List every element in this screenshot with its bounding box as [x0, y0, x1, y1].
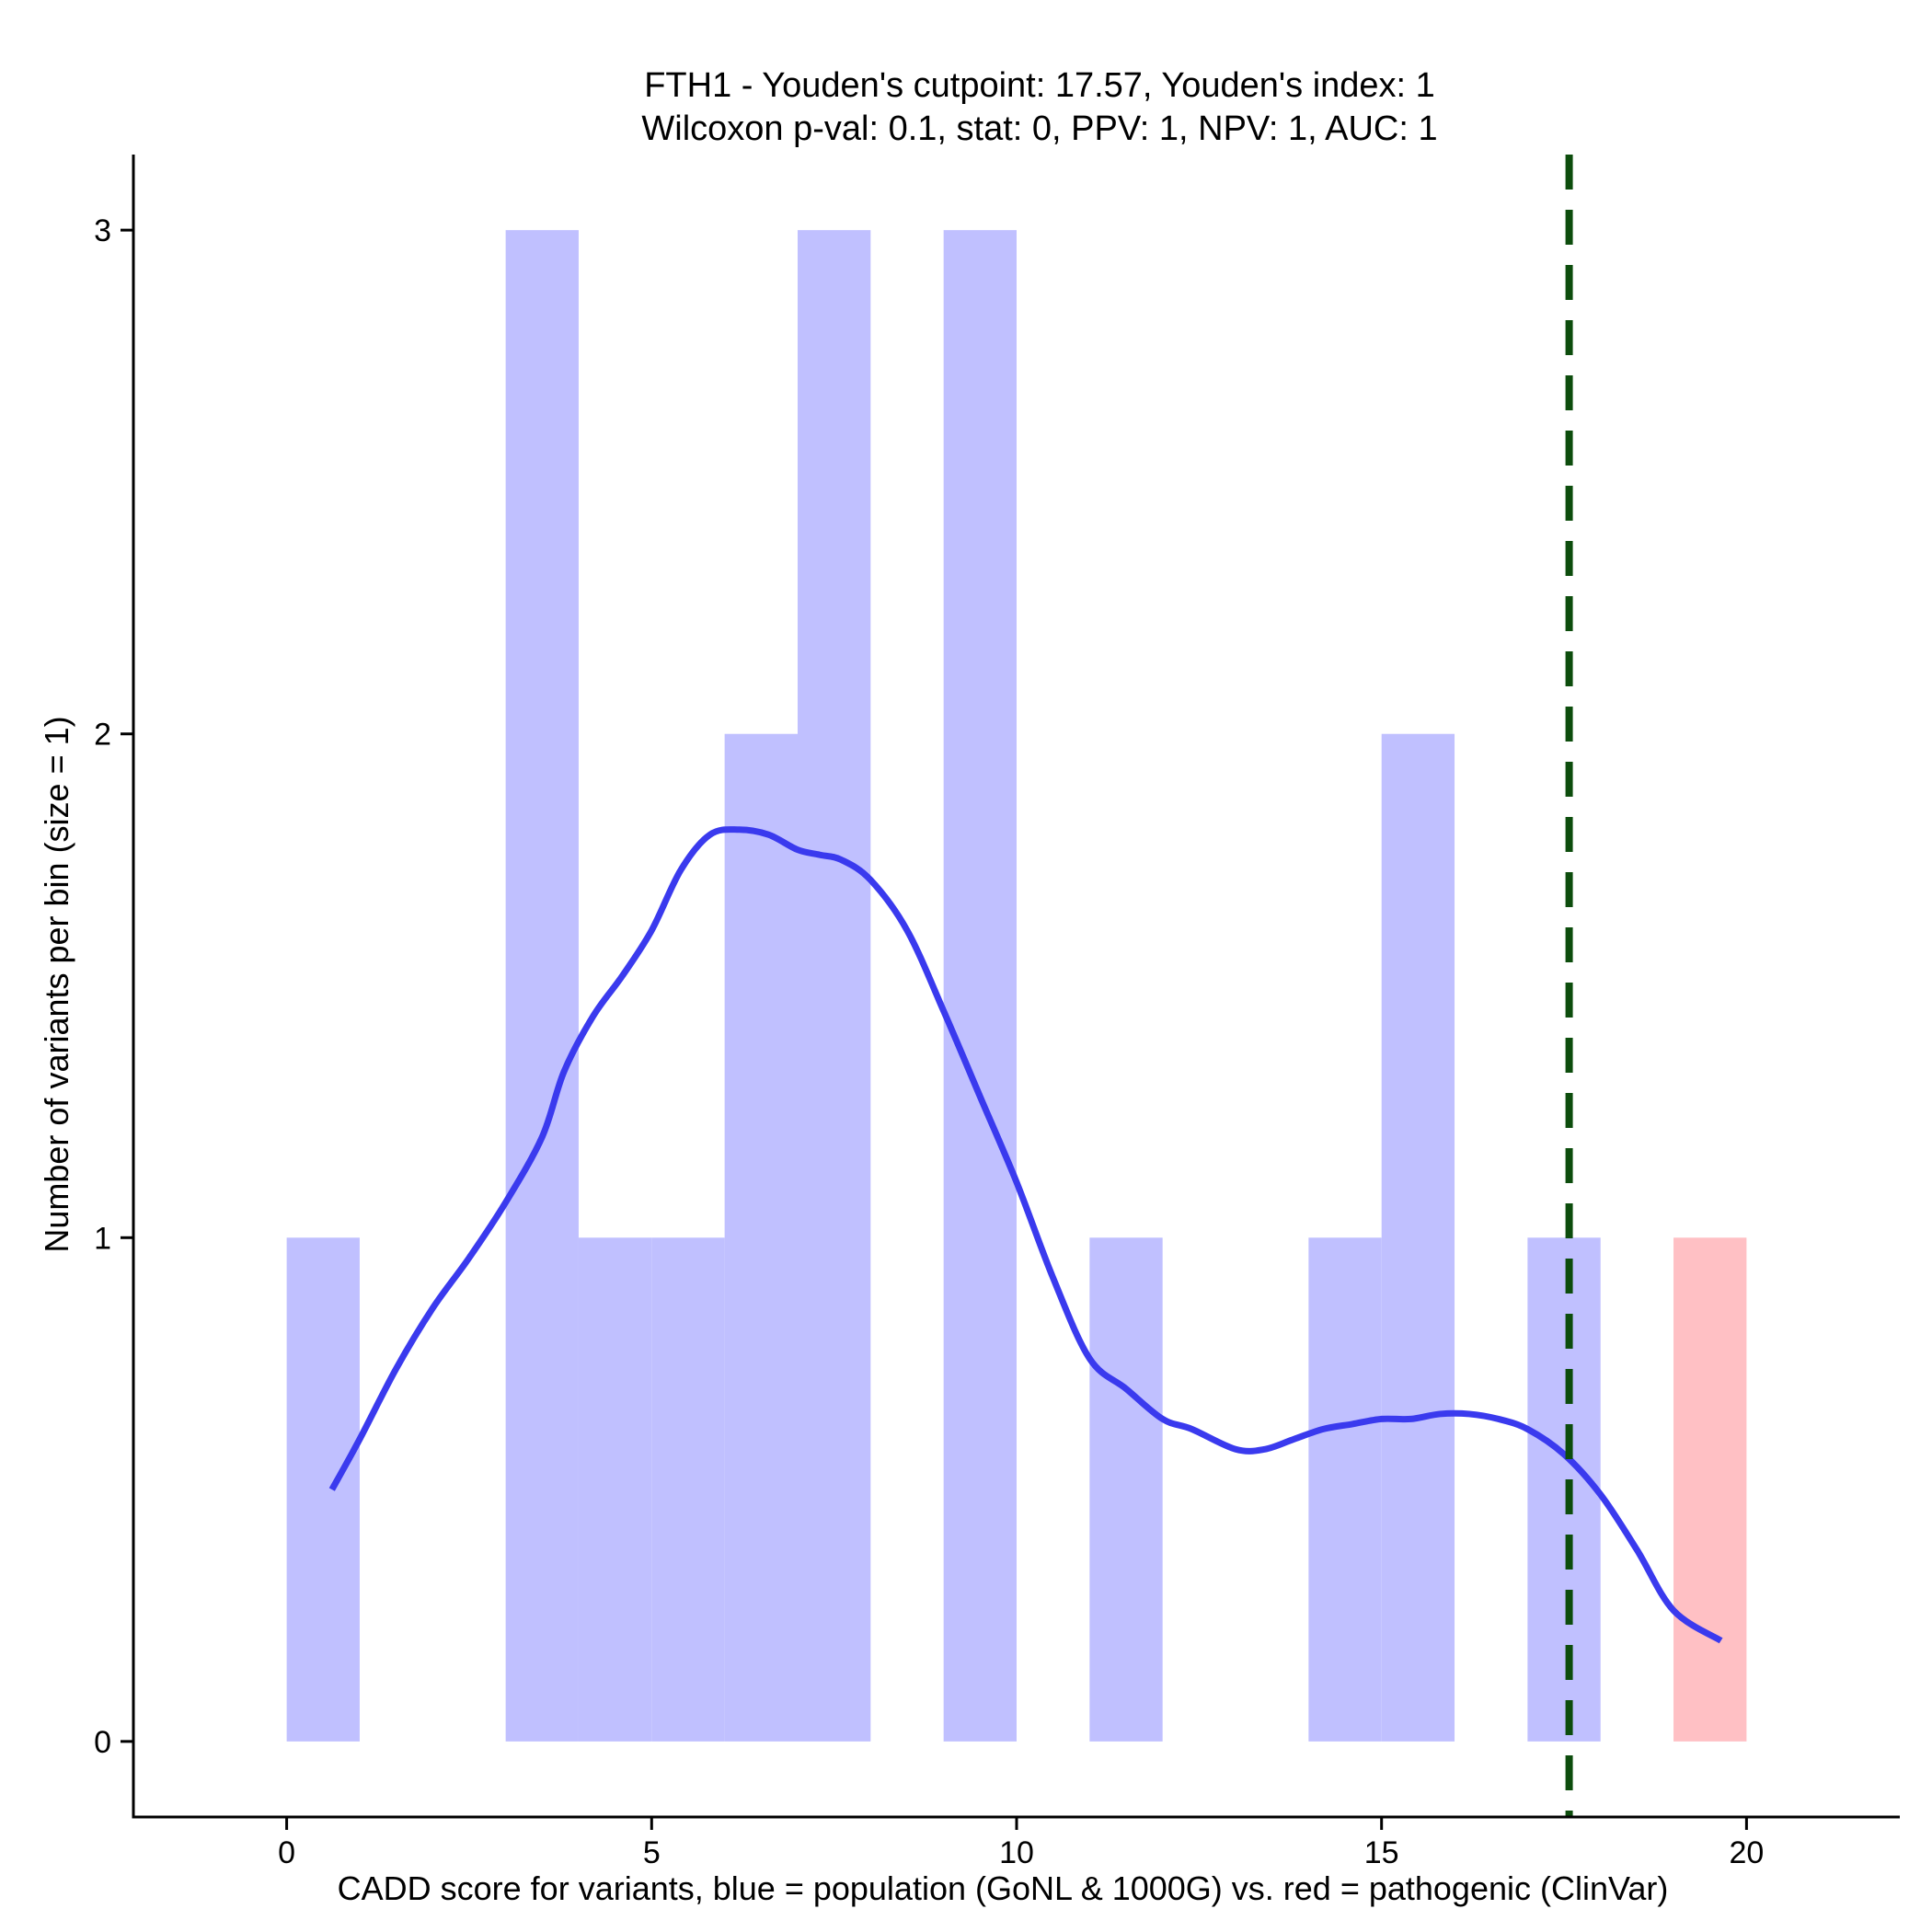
y-tick-label-2: 2	[94, 718, 111, 753]
chart-title: FTH1 - Youden's cutpoint: 17.57, Youden'…	[641, 66, 1437, 148]
density-curve-layer	[328, 826, 1723, 1644]
y-tick-label-1: 1	[94, 1221, 111, 1256]
y-tick-label-0: 0	[94, 1725, 111, 1760]
density-curve	[328, 826, 1723, 1644]
population-bar-1	[505, 230, 579, 1742]
y-axis-label: Number of variants per bin (size = 1)	[38, 716, 75, 1252]
population-bar-8	[1308, 1237, 1382, 1742]
x-tick-label-15: 15	[1364, 1835, 1399, 1870]
population-bar-5	[797, 230, 871, 1742]
x-tick-label-0: 0	[278, 1835, 295, 1870]
population-bar-4	[724, 733, 798, 1742]
x-axis-label: CADD score for variants, blue = populati…	[338, 1869, 1669, 1907]
y-tick-label-3: 3	[94, 213, 111, 248]
population-bar-3	[651, 1237, 725, 1742]
population-bar-2	[578, 1237, 652, 1742]
population-bar-0	[286, 1237, 360, 1742]
chart-title-line-1: FTH1 - Youden's cutpoint: 17.57, Youden'…	[644, 66, 1435, 105]
pathogenic-bar-0	[1673, 1237, 1747, 1742]
histogram-bars	[286, 230, 1747, 1742]
chart-title-line-2: Wilcoxon p-val: 0.1, stat: 0, PPV: 1, NP…	[641, 109, 1437, 148]
x-tick-label-5: 5	[643, 1835, 661, 1870]
tick-labels: 0 5 10 15 20 0 1 2 3	[94, 213, 1764, 1870]
population-bar-6	[943, 230, 1017, 1742]
x-tick-label-20: 20	[1729, 1835, 1764, 1870]
population-bar-10	[1527, 1237, 1601, 1742]
x-tick-label-10: 10	[999, 1835, 1034, 1870]
population-bar-9	[1381, 733, 1455, 1742]
population-bar-7	[1089, 1237, 1163, 1742]
